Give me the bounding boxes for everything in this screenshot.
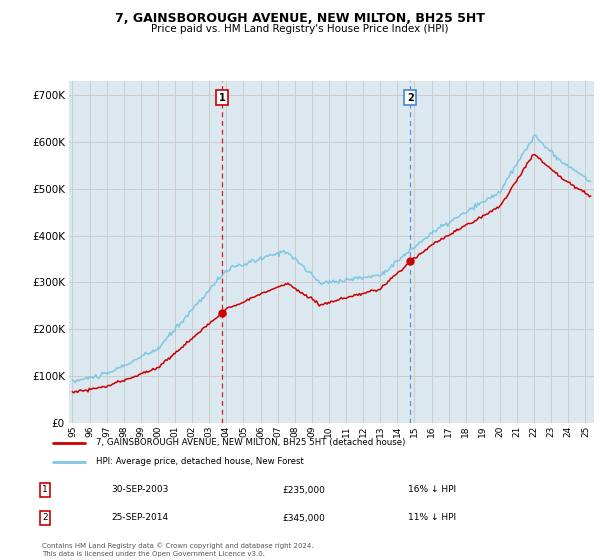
Text: 1: 1: [42, 486, 48, 494]
Text: 2: 2: [407, 92, 413, 102]
Text: £235,000: £235,000: [282, 486, 325, 494]
Text: 16% ↓ HPI: 16% ↓ HPI: [408, 486, 456, 494]
Text: Contains HM Land Registry data © Crown copyright and database right 2024.
This d: Contains HM Land Registry data © Crown c…: [42, 542, 314, 557]
Text: 7, GAINSBOROUGH AVENUE, NEW MILTON, BH25 5HT (detached house): 7, GAINSBOROUGH AVENUE, NEW MILTON, BH25…: [96, 438, 406, 447]
Text: 2: 2: [42, 514, 48, 522]
Text: Price paid vs. HM Land Registry's House Price Index (HPI): Price paid vs. HM Land Registry's House …: [151, 24, 449, 34]
Text: 1: 1: [218, 92, 226, 102]
Text: 11% ↓ HPI: 11% ↓ HPI: [408, 514, 456, 522]
Text: 30-SEP-2003: 30-SEP-2003: [111, 486, 169, 494]
Text: 25-SEP-2014: 25-SEP-2014: [111, 514, 168, 522]
Text: 7, GAINSBOROUGH AVENUE, NEW MILTON, BH25 5HT: 7, GAINSBOROUGH AVENUE, NEW MILTON, BH25…: [115, 12, 485, 25]
Text: £345,000: £345,000: [282, 514, 325, 522]
Text: HPI: Average price, detached house, New Forest: HPI: Average price, detached house, New …: [96, 458, 304, 466]
